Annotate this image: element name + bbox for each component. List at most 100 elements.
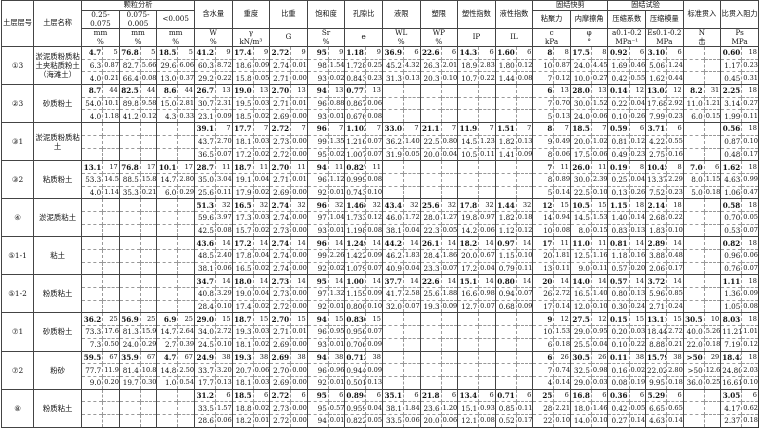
cell-value: 2.73 <box>269 134 291 148</box>
cell-stat <box>515 96 533 110</box>
cell-value: 98 <box>306 58 329 72</box>
cell-stat: 0.01 <box>327 299 345 313</box>
cell-stat: 0.29 <box>177 185 195 199</box>
cell-value: 2.74 <box>269 210 291 225</box>
cell-value: 19.0 <box>231 84 254 98</box>
cell-stat: 0.14 <box>628 210 646 225</box>
table-row: 28.4 0.10 17.4 0.02 2.72 0.00 92 0.01 0.800 0.10 3… <box>2 299 759 313</box>
cell-value: 6 <box>532 337 554 351</box>
cell-stat: 0.11 <box>553 261 571 275</box>
cell-value <box>682 147 705 161</box>
header-col-unit: IL <box>494 28 534 47</box>
cell-stat <box>478 325 496 339</box>
cell-value: 13.11 <box>645 312 667 326</box>
cell-value: 95 <box>306 388 329 402</box>
cell-value: 35.9 <box>118 350 141 364</box>
cell-stat: 6 <box>327 388 345 402</box>
cell-value: 34.7 <box>193 274 216 288</box>
cell-stat <box>139 388 157 402</box>
cell-stat: 1.14 <box>102 185 120 199</box>
cell-value: 20.3 <box>419 71 442 85</box>
cell-stat <box>440 375 458 390</box>
cell-value: 0.59 <box>607 122 630 136</box>
cell-value: 19.3 <box>231 350 254 364</box>
cell-value: 1.82 <box>494 210 517 225</box>
cell-value <box>419 337 442 351</box>
cell-stat: 0.98 <box>478 287 496 301</box>
cell-stat: 0.11 <box>741 109 759 123</box>
cell-value: 17.7 <box>231 122 254 136</box>
cell-stat <box>703 388 721 402</box>
cell-value: 28.6 <box>193 413 216 428</box>
cell-value: 22.3 <box>419 223 442 237</box>
cell-value: 18.2 <box>457 236 479 250</box>
cell-stat: 6 <box>365 388 383 402</box>
cell-stat: 0.54 <box>177 375 195 390</box>
cell-stat: 0.02 <box>327 261 345 275</box>
cell-stat: 1.40 <box>590 287 608 301</box>
cell-stat: 6.06 <box>177 58 195 72</box>
cell-value: 23.6 <box>419 401 442 415</box>
header-col-unit: Sr% <box>306 28 346 47</box>
cell-value: 2.25 <box>720 84 742 98</box>
header-col-symbol: a0.1-0.2 <box>611 28 642 37</box>
header-col-symbol: e <box>361 32 366 42</box>
cell-stat: 1.52 <box>590 96 608 110</box>
cell-value: 14.0 <box>569 413 592 428</box>
cell-stat: 2.80 <box>177 172 195 187</box>
layer-id: ⑤1-1 <box>0 236 35 276</box>
cell-stat <box>703 198 721 212</box>
cell-stat: 2.21 <box>553 401 571 415</box>
cell-stat: 0.09 <box>365 363 383 377</box>
cell-value: 0.42 <box>607 71 630 85</box>
cell-stat <box>402 312 421 326</box>
cell-value <box>457 96 479 110</box>
cell-value <box>494 185 517 199</box>
cell-stat: 12 <box>628 84 646 98</box>
cell-stat <box>703 274 721 288</box>
cell-value: 8.0 <box>682 172 705 187</box>
cell-stat: 18 <box>741 312 759 326</box>
cell-value: 29.0 <box>569 375 592 390</box>
cell-value <box>381 96 404 110</box>
cell-stat <box>177 413 195 428</box>
cell-stat: 0.19 <box>628 375 646 390</box>
cell-stat: 0.04 <box>628 96 646 110</box>
cell-stat: 0.26 <box>628 185 646 199</box>
cell-stat: 6 <box>215 388 233 402</box>
cell-value: 25.5 <box>569 337 592 351</box>
cell-stat: 12 <box>590 312 608 326</box>
cell-stat: 0.09 <box>215 109 233 123</box>
header-col-unit-text: MPa⁻¹ <box>615 36 639 46</box>
cell-stat: 11 <box>553 160 571 174</box>
cell-value: 18.5 <box>156 46 178 60</box>
cell-stat: 0.55 <box>666 134 684 148</box>
header-col-label: <0.005 <box>156 10 195 29</box>
cell-stat <box>515 312 533 326</box>
cell-stat <box>478 84 496 98</box>
cell-value: 25.6 <box>419 287 442 301</box>
cell-stat: 0.00 <box>290 134 308 148</box>
cell-value: 7.19 <box>720 337 742 351</box>
header-col-unit: Ps MPa <box>720 28 759 47</box>
cell-value: 11.0 <box>682 96 705 110</box>
cell-value: 35.1 <box>381 388 404 402</box>
cell-stat: 0.05 <box>628 401 646 415</box>
cell-stat: 0.12 <box>515 58 533 72</box>
cell-value: 82.7 <box>118 58 141 72</box>
cell-stat <box>139 122 157 136</box>
cell-value: 17.3 <box>231 210 254 225</box>
cell-stat: 6 <box>703 160 721 174</box>
cell-value: 22.02 <box>645 363 667 377</box>
cell-value: 0.81 <box>607 134 630 148</box>
cell-value: 26.1 <box>419 236 442 250</box>
cell-stat <box>102 401 120 415</box>
cell-value <box>494 375 517 390</box>
cell-value: 0.676 <box>344 109 366 123</box>
cell-value: 2.70 <box>269 312 291 326</box>
cell-value: 41.2 <box>193 46 216 60</box>
cell-stat: 0.98 <box>590 363 608 377</box>
cell-stat: 0.74 <box>553 363 571 377</box>
cell-stat: 18 <box>741 236 759 250</box>
